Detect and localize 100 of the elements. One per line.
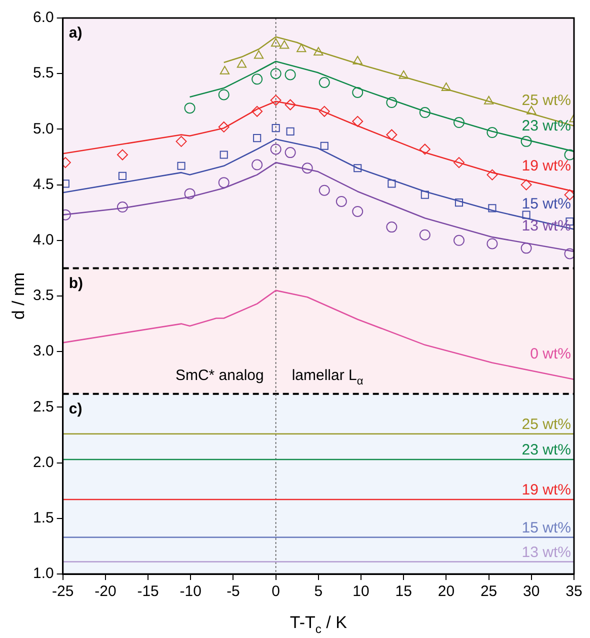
y-tick-label: 5.5: [32, 64, 54, 82]
x-tick-label: -15: [137, 583, 159, 600]
point: [453, 157, 464, 168]
y-tick-label: 3.5: [32, 287, 54, 304]
point: [218, 89, 230, 100]
point: [236, 59, 247, 68]
point: [296, 44, 306, 52]
point: [184, 188, 196, 200]
point: [284, 147, 296, 158]
point: [352, 206, 364, 217]
x-tick-label: 35: [566, 583, 582, 600]
point: [453, 117, 464, 128]
point: [252, 74, 263, 85]
point: [564, 248, 574, 260]
point: [176, 136, 187, 147]
point: [354, 164, 362, 172]
point: [270, 144, 282, 155]
series-label: 19 wt%: [522, 481, 572, 498]
point: [441, 82, 452, 92]
x-tick-label: -25: [52, 583, 74, 600]
point: [486, 127, 498, 138]
series-label: 19 wt%: [522, 157, 572, 174]
point: [271, 38, 281, 47]
x-tick-label: 30: [523, 583, 540, 600]
series-label: 25 wt%: [522, 92, 572, 109]
point: [116, 149, 128, 160]
point: [218, 121, 230, 132]
y-tick-label: 3.0: [32, 342, 54, 360]
annotation: SmC* analog: [175, 366, 264, 384]
point: [254, 50, 264, 59]
point: [253, 134, 262, 142]
point: [252, 159, 263, 170]
x-tick-label: 10: [352, 583, 370, 600]
point: [386, 129, 398, 140]
point: [386, 97, 398, 108]
point: [318, 184, 330, 196]
point: [284, 69, 296, 80]
y-tick-label: 6.0: [32, 9, 54, 26]
point: [284, 99, 296, 110]
x-tick-label: -10: [180, 583, 202, 600]
point: [318, 76, 330, 88]
point: [484, 96, 494, 104]
point: [272, 124, 280, 132]
series-label: 13 wt%: [522, 544, 572, 561]
point: [252, 106, 263, 117]
point: [564, 149, 574, 160]
point: [419, 107, 430, 118]
point: [453, 234, 464, 246]
point: [218, 177, 230, 188]
point: [398, 70, 408, 79]
point: [488, 204, 496, 212]
point: [520, 242, 532, 254]
point: [486, 238, 498, 250]
y-tick-label: 1.0: [32, 565, 54, 582]
point: [352, 116, 364, 127]
x-tick-label: -20: [94, 583, 116, 600]
point: [314, 46, 324, 56]
point: [220, 150, 228, 159]
y-tick-label: 2.5: [32, 398, 54, 416]
series-label: 25 wt%: [522, 416, 572, 433]
point: [520, 136, 532, 147]
point: [280, 40, 290, 49]
point: [520, 179, 532, 190]
point: [388, 180, 396, 188]
series-label: 15 wt%: [522, 519, 572, 536]
point: [352, 56, 362, 64]
y-tick-label: 4.0: [32, 232, 54, 249]
point: [526, 106, 536, 114]
point: [522, 210, 530, 219]
y-tick-label: 2.0: [32, 454, 54, 471]
point: [177, 162, 186, 170]
point: [336, 196, 347, 207]
point: [419, 229, 430, 240]
point: [318, 106, 330, 117]
y-tick-label: 5.0: [32, 120, 54, 138]
point: [118, 172, 127, 180]
y-axis-title: d / nm: [9, 272, 28, 320]
series-label: 23 wt%: [522, 441, 572, 458]
point: [270, 68, 282, 80]
series-label: 15 wt%: [522, 195, 572, 212]
band-label: c): [68, 400, 82, 418]
point: [320, 142, 328, 150]
y-tick-label: 4.5: [32, 176, 54, 193]
y-tick-label: 1.5: [32, 510, 54, 527]
point: [270, 94, 282, 106]
series-label: 23 wt%: [522, 117, 572, 134]
point: [486, 169, 498, 180]
x-tick-label: 0: [272, 583, 280, 600]
point: [116, 202, 128, 213]
point: [62, 180, 70, 188]
x-tick-label: 5: [314, 583, 323, 600]
x-tick-label: 25: [480, 583, 498, 600]
x-tick-label: 20: [438, 583, 455, 600]
point: [454, 198, 464, 207]
band-label: b): [68, 274, 84, 292]
x-tick-label: 15: [395, 583, 412, 600]
series-label: 0 wt%: [530, 345, 572, 362]
point: [420, 190, 429, 199]
point: [220, 66, 230, 74]
point: [184, 102, 196, 114]
